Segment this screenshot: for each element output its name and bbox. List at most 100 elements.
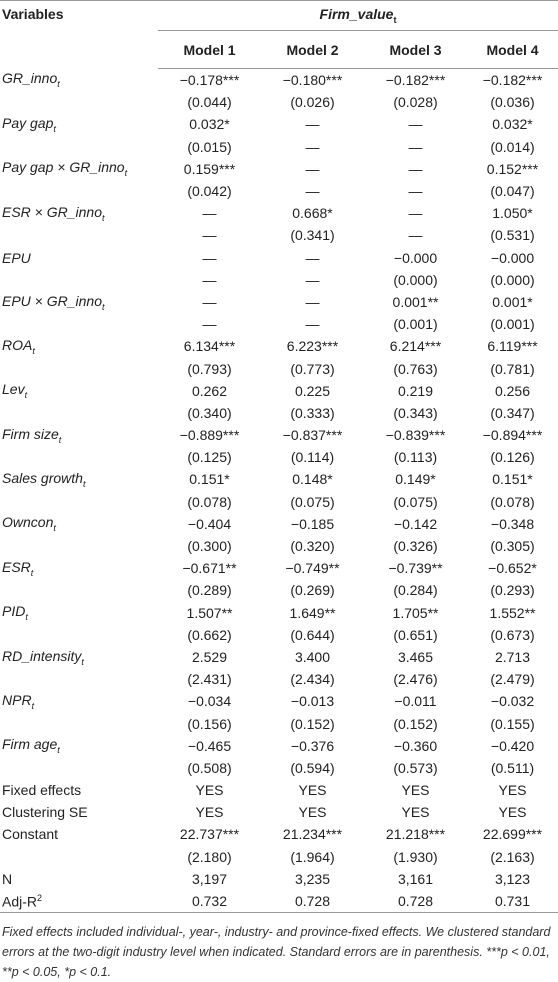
variable-subscript: t — [53, 523, 56, 534]
value-cell: — — [408, 116, 423, 133]
value-cell: 3,161 — [397, 870, 434, 887]
value-cell: (0.508) — [187, 759, 232, 776]
table-row: (2.431) (2.434) (2.476) (2.479) — [0, 668, 558, 690]
table-row: Constant 22.737*** 21.234*** 21.218*** 22.69… — [0, 823, 558, 845]
value-cell: YES — [498, 804, 527, 821]
value-cell: 21.234*** — [282, 826, 343, 843]
variable-cell: N — [0, 868, 158, 890]
value-cell: — — [408, 183, 423, 200]
value-cell: −0.182*** — [385, 72, 446, 89]
variable-name: GR_inno — [2, 70, 58, 87]
value-cell: 6.134*** — [183, 338, 236, 355]
value-cell: (0.781) — [490, 360, 535, 377]
value-cell: (0.026) — [290, 94, 335, 111]
value-cell: −0.360 — [393, 737, 438, 754]
table-row: — (0.341) — (0.531) — [0, 224, 558, 246]
model-header: Model 4 — [467, 30, 558, 69]
variable-superscript: 2 — [37, 892, 43, 903]
value-cell: 6.119*** — [487, 338, 538, 355]
value-cell: — — [408, 227, 423, 244]
value-cell: −0.739** — [388, 560, 443, 577]
variable-name: PID — [2, 603, 26, 620]
value-cell: 1.507** — [186, 604, 233, 621]
value-cell: YES — [401, 804, 430, 821]
value-cell: (0.044) — [187, 94, 232, 111]
value-cell: (0.573) — [393, 759, 438, 776]
variable-name: RD_intensity — [2, 647, 82, 664]
variable-subscript: t — [57, 79, 60, 90]
value-cell: (2.434) — [290, 671, 335, 688]
value-cell: 22.737*** — [179, 826, 240, 843]
table-row: (0.662) (0.644) (0.651) (0.673) — [0, 624, 558, 646]
value-cell: (0.763) — [393, 360, 438, 377]
variable-cell — [0, 180, 158, 202]
variable-cell — [0, 712, 158, 734]
value-cell: 0.262 — [191, 382, 228, 399]
value-cell: 0.159*** — [183, 160, 236, 177]
value-cell: (0.269) — [290, 582, 335, 599]
value-cell: 0.732 — [158, 889, 261, 914]
value-cell: −0.182*** — [482, 72, 543, 89]
header-row: Variables Firm_valuet — [0, 0, 558, 69]
value-cell: (2.180) — [187, 848, 232, 865]
value-cell: 21.218*** — [385, 826, 446, 843]
value-cell: 22.699*** — [482, 826, 543, 843]
value-cell: −0.420 — [490, 737, 535, 754]
variable-subscript: t — [24, 390, 28, 401]
value-cell: −0.837*** — [282, 427, 343, 444]
table-row: GR_innot −0.178*** −0.180*** −0.182*** −0.18… — [0, 69, 558, 92]
value-cell: (0.594) — [290, 759, 335, 776]
value-cell: −0.839*** — [385, 427, 446, 444]
table-row: PIDt 1.507** 1.649** 1.705** 1.552** — [0, 602, 558, 624]
table-row: Pay gapt 0.032* — — 0.032* — [0, 113, 558, 135]
value-cell: 0.256 — [494, 382, 531, 399]
value-cell: (0.078) — [187, 493, 232, 510]
variable-name: Fixed effects — [2, 782, 82, 799]
value-cell: YES — [195, 804, 224, 821]
variable-name: Firm size — [2, 425, 59, 442]
value-cell: 0.219 — [397, 382, 434, 399]
group-header: Firm_valuet — [158, 0, 558, 31]
value-cell: (0.511) — [490, 759, 535, 776]
variable-name: Adj-R — [2, 893, 38, 910]
variable-name: Sales growth — [2, 470, 83, 487]
value-cell: — — [305, 160, 320, 177]
value-cell: (0.341) — [290, 227, 335, 244]
variable-name: Constant — [2, 826, 59, 843]
variable-subscript: t — [124, 168, 128, 179]
value-cell: −0.032 — [490, 693, 535, 710]
model-header: Model 2 — [261, 30, 364, 69]
variable-name: N — [2, 870, 13, 887]
value-cell: 0.151* — [492, 471, 533, 488]
value-cell: — — [202, 316, 217, 333]
value-cell: (0.347) — [490, 404, 535, 421]
variable-cell — [0, 91, 158, 113]
value-cell: (0.644) — [290, 626, 335, 643]
value-cell: 0.731 — [467, 889, 558, 914]
model-header: Model 1 — [158, 30, 261, 69]
value-cell: 1.552** — [489, 604, 536, 621]
variable-cell: EPU — [0, 247, 158, 269]
variable-cell — [0, 846, 158, 868]
variable-cell: Levt — [0, 380, 158, 402]
variable-cell — [0, 446, 158, 468]
value-cell: — — [305, 183, 320, 200]
variable-cell — [0, 269, 158, 291]
variable-subscript: t — [57, 745, 60, 756]
value-cell: −0.178*** — [179, 72, 240, 89]
value-cell: (0.773) — [290, 360, 335, 377]
value-cell: 0.151* — [189, 471, 230, 488]
table-row: ESRt −0.671** −0.749** −0.739** −0.652* — [0, 557, 558, 579]
value-cell: YES — [401, 782, 430, 799]
table-row: (0.044) (0.026) (0.028) (0.036) — [0, 91, 558, 113]
variable-subscript: t — [82, 478, 86, 489]
group-title: Firm_value — [319, 6, 394, 23]
table-row: (0.125) (0.114) (0.113) (0.126) — [0, 446, 558, 468]
table-row: — — (0.000) (0.000) — [0, 269, 558, 291]
variable-cell: Constant — [0, 823, 158, 845]
table-row: — — (0.001) (0.001) — [0, 313, 558, 335]
value-cell: (1.930) — [393, 848, 438, 865]
value-cell: — — [305, 138, 320, 155]
variable-name: EPU × GR_inno — [2, 292, 102, 309]
variable-cell: RD_intensityt — [0, 646, 158, 668]
